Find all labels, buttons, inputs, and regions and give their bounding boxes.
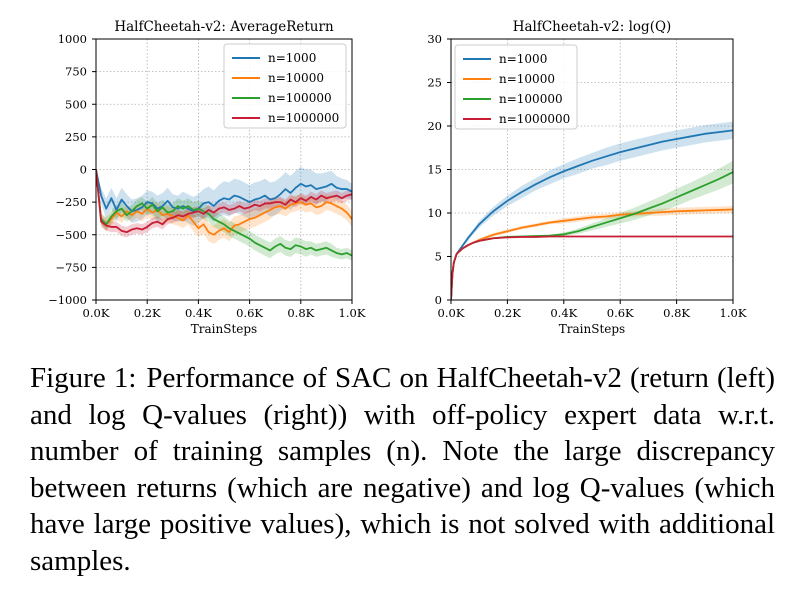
series-line-4 xyxy=(451,235,733,300)
chart-2: 0 5 10 15 20 25 30 0.0K 0.2K 0.4K 0.6K 0.8K 1.0K Half… xyxy=(427,19,746,336)
x-tick-label-4: 0.8K xyxy=(287,306,314,320)
series-line-2 xyxy=(96,169,352,236)
plot-area xyxy=(96,166,352,261)
series-line-1 xyxy=(451,129,733,300)
x-axis-label: TrainSteps xyxy=(191,322,257,336)
plot-area xyxy=(451,121,733,300)
x-tick-label-5: 1.0K xyxy=(339,306,366,320)
legend-label-1: n=1000 xyxy=(268,51,316,65)
legend: n=1000 n=10000 n=100000 n=1000000 xyxy=(454,44,578,130)
x-tick-label-3: 0.6K xyxy=(236,306,263,320)
y-tick-label-3: 15 xyxy=(427,163,442,177)
y-tick-label-1: 5 xyxy=(435,250,442,264)
x-tick-label-0: 0.0K xyxy=(83,306,110,320)
legend-label-2: n=10000 xyxy=(268,71,324,85)
y-tick-label-6: 500 xyxy=(65,97,87,111)
legend-label-4: n=1000000 xyxy=(268,111,339,125)
y-tick-label-8: 1000 xyxy=(58,32,87,46)
x-tick-label-0: 0.0K xyxy=(438,306,465,320)
y-tick-label-6: 30 xyxy=(427,32,442,46)
x-axis-label: TrainSteps xyxy=(559,322,625,336)
legend-label-2: n=10000 xyxy=(499,72,555,86)
series-line-4 xyxy=(96,169,352,234)
chart-title: HalfCheetah-v2: log(Q) xyxy=(513,19,672,35)
legend-label-3: n=100000 xyxy=(268,91,332,105)
y-tick-label-0: 0 xyxy=(435,293,442,307)
series-band-3 xyxy=(451,160,733,300)
y-tick-label-0: −1000 xyxy=(48,293,87,307)
chart-1: −1000 −750 −500 −250 0 250 500 750 1000 0.0K 0.2K 0… xyxy=(48,19,366,336)
series-band-1 xyxy=(96,166,352,226)
legend: n=1000 n=10000 n=100000 n=1000000 xyxy=(223,43,347,129)
legend-label-3: n=100000 xyxy=(499,92,563,106)
x-tick-label-3: 0.6K xyxy=(607,306,634,320)
legend-box xyxy=(454,44,578,130)
y-tick-label-1: −750 xyxy=(55,260,87,274)
series-line-2 xyxy=(451,208,733,300)
y-tick-label-2: −500 xyxy=(55,228,87,242)
y-tick-label-7: 750 xyxy=(65,65,87,79)
x-tick-label-2: 0.4K xyxy=(550,306,577,320)
x-tick-label-1: 0.2K xyxy=(134,306,161,320)
caption-text: Performance of SAC on HalfCheetah-v2 (re… xyxy=(30,362,775,577)
y-tick-label-5: 250 xyxy=(65,130,87,144)
legend-label-1: n=1000 xyxy=(499,52,547,66)
series-band-1 xyxy=(451,121,733,300)
y-tick-label-2: 10 xyxy=(427,206,442,220)
series-band-3 xyxy=(96,169,352,261)
caption-lead: Figure 1: xyxy=(30,362,137,394)
x-tick-label-1: 0.2K xyxy=(494,306,521,320)
figure-caption: Figure 1: Performance of SAC on HalfCheet… xyxy=(30,360,775,579)
series-band-4 xyxy=(451,236,733,300)
series-line-3 xyxy=(96,169,352,257)
series-line-1 xyxy=(96,169,352,213)
chart-title: HalfCheetah-v2: AverageReturn xyxy=(114,19,334,35)
x-tick-label-4: 0.8K xyxy=(663,306,690,320)
y-tick-label-3: −250 xyxy=(55,195,87,209)
series-band-2 xyxy=(451,206,733,300)
y-tick-label-4: 0 xyxy=(80,163,87,177)
y-tick-label-4: 20 xyxy=(427,119,442,133)
series-band-4 xyxy=(96,169,352,238)
x-tick-label-2: 0.4K xyxy=(185,306,212,320)
legend-label-4: n=1000000 xyxy=(499,112,570,126)
legend-box xyxy=(223,43,347,129)
figure: −1000 −750 −500 −250 0 250 500 750 1000 0.0K 0.2K 0… xyxy=(48,19,747,336)
y-tick-label-5: 25 xyxy=(427,76,442,90)
x-tick-label-5: 1.0K xyxy=(720,306,747,320)
